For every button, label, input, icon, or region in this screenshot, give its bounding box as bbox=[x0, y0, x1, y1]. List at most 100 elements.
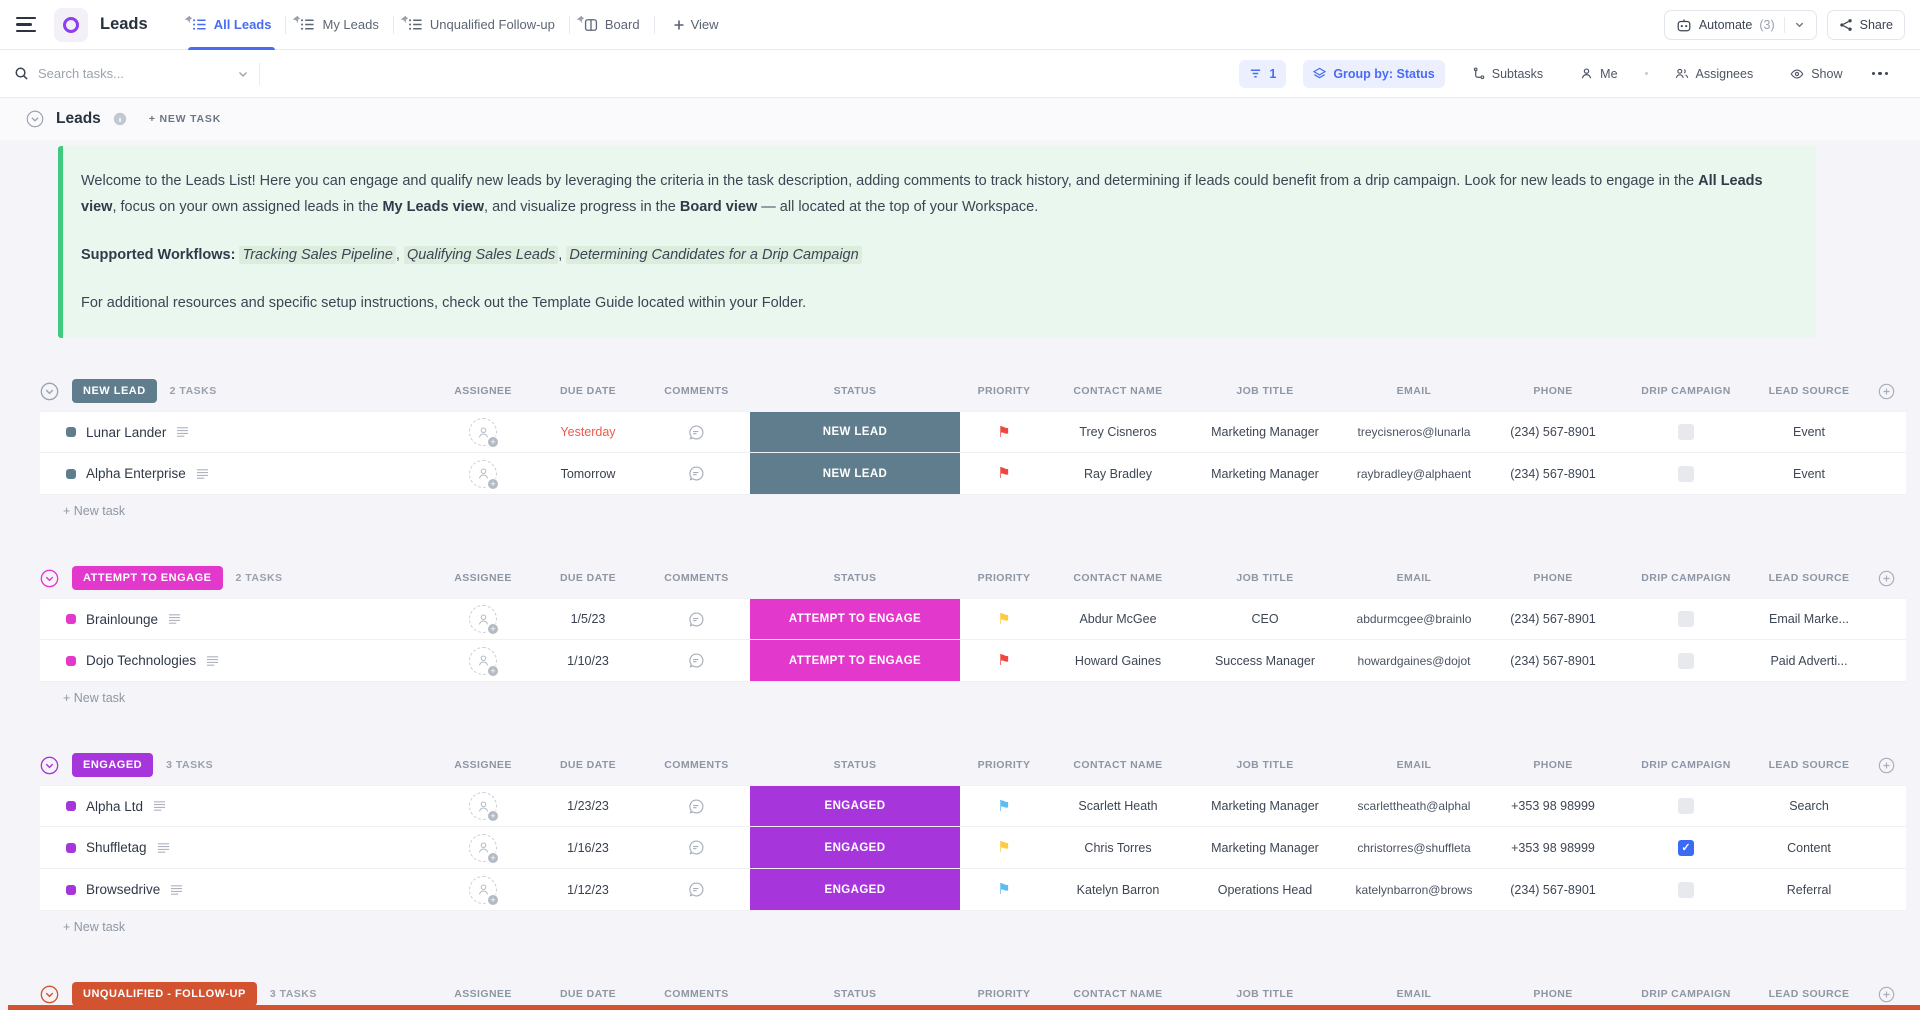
task-description-icon[interactable] bbox=[206, 655, 219, 667]
comment-icon[interactable] bbox=[688, 798, 705, 815]
email[interactable]: raybradley@alphaent bbox=[1356, 466, 1472, 481]
contact-name[interactable]: Abdur McGee bbox=[1079, 612, 1157, 626]
column-header[interactable]: CONTACT NAME bbox=[1073, 759, 1163, 771]
task-status-square-icon[interactable] bbox=[66, 468, 76, 479]
task-row[interactable]: Alpha Enterprise + Tomorrow NEW LEAD ⚑ R… bbox=[40, 453, 1906, 495]
add-column-icon[interactable] bbox=[1866, 570, 1906, 587]
column-header[interactable]: COMMENTS bbox=[664, 988, 729, 1000]
contact-name[interactable]: Chris Torres bbox=[1084, 840, 1152, 855]
phone[interactable]: (234) 567-8901 bbox=[1510, 612, 1596, 626]
search-input[interactable] bbox=[38, 66, 228, 81]
lead-source[interactable]: Email Marke... bbox=[1769, 612, 1849, 626]
status-badge[interactable]: NEW LEAD bbox=[750, 453, 960, 494]
phone[interactable]: (234) 567-8901 bbox=[1510, 425, 1596, 439]
column-header[interactable]: LEAD SOURCE bbox=[1768, 385, 1850, 397]
column-header[interactable]: PHONE bbox=[1533, 572, 1573, 584]
group-status-badge[interactable]: ATTEMPT TO ENGAGE bbox=[72, 566, 223, 590]
task-description-icon[interactable] bbox=[168, 613, 181, 625]
hamburger-menu-icon[interactable] bbox=[16, 16, 36, 33]
task-description-icon[interactable] bbox=[170, 884, 183, 896]
group-status-badge[interactable]: UNQUALIFIED - FOLLOW-UP bbox=[72, 982, 257, 1006]
column-header[interactable]: LEAD SOURCE bbox=[1768, 988, 1850, 1000]
collapse-group-icon[interactable] bbox=[40, 382, 59, 401]
comment-icon[interactable] bbox=[688, 611, 705, 628]
collapse-group-icon[interactable] bbox=[40, 756, 59, 775]
due-date[interactable]: Yesterday bbox=[560, 425, 616, 439]
tab-board[interactable]: Board bbox=[570, 0, 654, 50]
column-header[interactable]: LEAD SOURCE bbox=[1768, 759, 1850, 771]
column-header[interactable]: STATUS bbox=[833, 988, 877, 1000]
task-description-icon[interactable] bbox=[157, 842, 170, 854]
contact-name[interactable]: Howard Gaines bbox=[1074, 653, 1162, 668]
chevron-down-icon[interactable] bbox=[237, 68, 249, 80]
drip-campaign-checkbox[interactable] bbox=[1678, 611, 1694, 627]
task-status-square-icon[interactable] bbox=[66, 842, 76, 853]
collapse-list-icon[interactable] bbox=[26, 110, 44, 128]
column-header[interactable]: EMAIL bbox=[1396, 572, 1432, 584]
phone[interactable]: (234) 567-8901 bbox=[1510, 882, 1596, 897]
due-date[interactable]: Tomorrow bbox=[560, 466, 616, 481]
tab-unqualified-follow-up[interactable]: Unqualified Follow-up bbox=[394, 0, 569, 50]
comment-icon[interactable] bbox=[688, 424, 705, 441]
column-header[interactable]: COMMENTS bbox=[664, 385, 729, 397]
column-header[interactable]: EMAIL bbox=[1396, 385, 1432, 397]
task-row[interactable]: Dojo Technologies + 1/10/23 ATTEMPT TO E… bbox=[40, 640, 1906, 682]
column-header[interactable]: ASSIGNEE bbox=[454, 572, 512, 584]
column-header[interactable]: DRIP CAMPAIGN bbox=[1641, 385, 1731, 397]
job-title[interactable]: Marketing Manager bbox=[1211, 840, 1319, 855]
drip-campaign-checkbox[interactable] bbox=[1678, 881, 1694, 898]
email[interactable]: treycisneros@lunarla bbox=[1357, 425, 1471, 439]
status-badge[interactable]: ENGAGED bbox=[750, 827, 960, 868]
add-column-icon[interactable] bbox=[1866, 383, 1906, 400]
task-description-icon[interactable] bbox=[196, 468, 209, 480]
contact-name[interactable]: Trey Cisneros bbox=[1079, 425, 1157, 439]
task-name[interactable]: Shuffletag bbox=[86, 840, 147, 855]
add-assignee-avatar[interactable]: + bbox=[469, 792, 499, 822]
column-header[interactable]: PRIORITY bbox=[977, 759, 1031, 771]
column-header[interactable]: ASSIGNEE bbox=[454, 759, 512, 771]
new-task-header-button[interactable]: + NEW TASK bbox=[148, 113, 222, 125]
email[interactable]: katelynbarron@brows bbox=[1355, 882, 1473, 897]
column-header[interactable]: CONTACT NAME bbox=[1073, 385, 1163, 397]
group-status-badge[interactable]: ENGAGED bbox=[72, 753, 154, 777]
column-header[interactable]: JOB TITLE bbox=[1236, 572, 1294, 584]
column-header[interactable]: PRIORITY bbox=[977, 385, 1031, 397]
column-header[interactable]: STATUS bbox=[833, 572, 877, 584]
job-title[interactable]: Marketing Manager bbox=[1211, 799, 1319, 813]
job-title[interactable]: Operations Head bbox=[1217, 882, 1313, 897]
comment-icon[interactable] bbox=[688, 881, 705, 898]
add-column-icon[interactable] bbox=[1866, 757, 1906, 774]
assignees-button[interactable]: Assignees bbox=[1665, 60, 1764, 88]
column-header[interactable]: DUE DATE bbox=[559, 759, 617, 771]
phone[interactable]: +353 98 98999 bbox=[1511, 840, 1595, 855]
column-header[interactable]: DRIP CAMPAIGN bbox=[1641, 759, 1731, 771]
lead-source[interactable]: Content bbox=[1787, 840, 1831, 855]
tab-all-leads[interactable]: All Leads bbox=[178, 0, 286, 50]
column-header[interactable]: DUE DATE bbox=[559, 988, 617, 1000]
add-assignee-avatar[interactable]: + bbox=[469, 833, 499, 864]
me-filter-button[interactable]: Me bbox=[1570, 60, 1627, 88]
column-header[interactable]: DUE DATE bbox=[559, 385, 617, 397]
column-header[interactable]: JOB TITLE bbox=[1236, 759, 1294, 771]
comment-icon[interactable] bbox=[688, 839, 705, 856]
priority-flag-icon[interactable]: ⚑ bbox=[997, 422, 1011, 441]
column-header[interactable]: PRIORITY bbox=[977, 988, 1031, 1000]
priority-flag-icon[interactable]: ⚑ bbox=[997, 796, 1011, 815]
task-status-square-icon[interactable] bbox=[66, 801, 76, 811]
lead-source[interactable]: Event bbox=[1793, 425, 1825, 439]
workspace-logo[interactable] bbox=[54, 7, 88, 42]
automate-button[interactable]: Automate (3) bbox=[1663, 9, 1817, 40]
status-badge[interactable]: ATTEMPT TO ENGAGE bbox=[750, 599, 960, 639]
drip-campaign-checkbox[interactable]: ✓ bbox=[1678, 839, 1694, 856]
more-icon[interactable] bbox=[1870, 68, 1891, 80]
drip-campaign-checkbox[interactable] bbox=[1678, 424, 1694, 440]
priority-flag-icon[interactable]: ⚑ bbox=[997, 464, 1011, 482]
new-task-button[interactable]: + New task bbox=[63, 504, 126, 518]
column-header[interactable]: CONTACT NAME bbox=[1073, 988, 1163, 1000]
lead-source[interactable]: Event bbox=[1793, 466, 1825, 481]
job-title[interactable]: Marketing Manager bbox=[1211, 466, 1319, 481]
due-date[interactable]: 1/23/23 bbox=[567, 799, 609, 813]
priority-flag-icon[interactable]: ⚑ bbox=[997, 880, 1011, 898]
task-row[interactable]: Shuffletag + 1/16/23 ENGAGED ⚑ Chris Tor… bbox=[40, 827, 1906, 869]
group-status-badge[interactable]: NEW LEAD bbox=[72, 379, 157, 403]
